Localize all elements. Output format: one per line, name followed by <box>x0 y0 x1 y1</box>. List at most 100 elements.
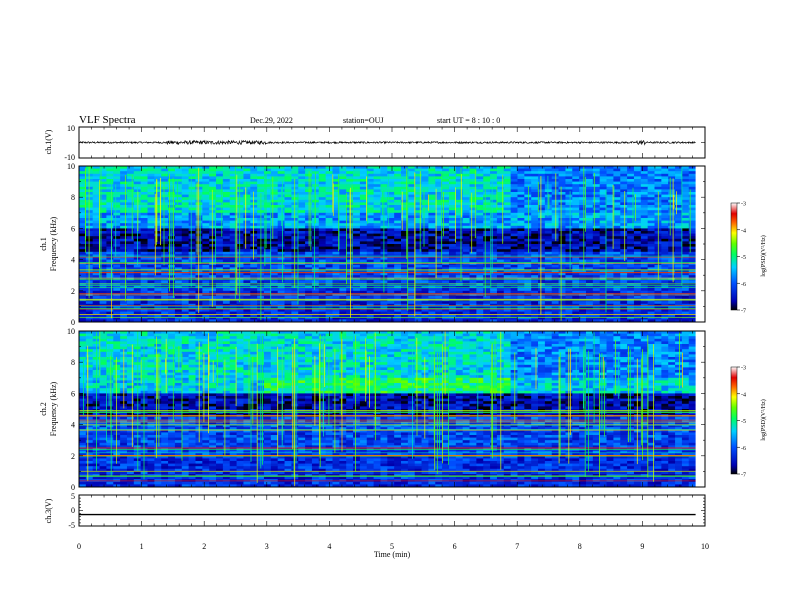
spectrogram-cell <box>380 186 388 190</box>
spectrogram-cell <box>503 275 512 279</box>
spectrogram-cell <box>380 306 388 310</box>
spectrogram-cell <box>647 223 655 227</box>
spectrogram-cell <box>462 288 470 292</box>
spectrogram-cell <box>401 270 409 273</box>
spectrogram-cell <box>647 199 655 203</box>
spectrogram-cell <box>524 220 532 224</box>
spectrogram-cell <box>353 210 361 214</box>
spectrogram-cell <box>353 296 361 299</box>
spectrogram-cell <box>448 251 457 255</box>
spectrogram-cell <box>263 270 272 273</box>
spectrogram-cell <box>387 166 395 169</box>
spectrogram-cell <box>517 218 525 221</box>
spectrogram-cell <box>133 181 142 185</box>
spectrogram-cell <box>394 228 402 232</box>
spectrogram-cell <box>633 171 642 175</box>
spectrogram-cell <box>585 168 594 172</box>
spectrogram-cell <box>332 251 340 255</box>
spectrogram-cell <box>174 166 183 169</box>
spectrogram-cell <box>106 168 114 172</box>
spectrogram-cell <box>120 184 128 188</box>
spectrogram-cell <box>668 285 676 289</box>
spectrogram-cell <box>640 296 649 299</box>
spectrogram-cell <box>455 220 464 224</box>
spectrogram-cell <box>284 283 292 286</box>
spectrogram-cell <box>332 166 340 169</box>
spectrogram-cell <box>407 210 416 214</box>
spectrogram-cell <box>339 257 347 260</box>
spectrogram-cell <box>202 288 210 292</box>
spectrogram-cell <box>558 290 566 294</box>
spectrogram-cell <box>688 231 697 234</box>
spectrogram-cell <box>332 257 340 260</box>
spectrogram-cell <box>675 225 683 229</box>
spectrogram-cell <box>222 215 231 219</box>
spectrogram-cell <box>579 296 587 299</box>
spectrogram-cell <box>524 223 532 227</box>
spectrogram-cell <box>263 285 272 289</box>
spectrogram-cell <box>503 270 512 273</box>
spectrogram-cell <box>675 306 683 310</box>
spectrogram-cell <box>147 249 155 253</box>
spectrogram-cell <box>277 301 285 305</box>
spectrogram-cell <box>627 225 635 229</box>
spectrogram-cell <box>284 218 292 221</box>
spectrogram-cell <box>209 238 217 242</box>
spectrogram-cell <box>359 168 368 172</box>
spectrogram-cell <box>147 301 155 305</box>
spectrogram-cell <box>455 233 464 237</box>
spectrogram-cell <box>263 257 272 260</box>
spectrogram-cell <box>106 181 114 185</box>
spectrogram-cell <box>106 194 114 198</box>
spectrogram-cell <box>339 171 347 175</box>
spectrogram-cell <box>243 220 251 224</box>
spectrogram-cell <box>448 220 457 224</box>
spectrogram-cell <box>435 225 443 229</box>
spectrogram-cell <box>298 220 306 224</box>
spectrogram-cell <box>147 205 155 208</box>
spectrogram-cell <box>243 244 251 247</box>
spectrogram-cell <box>250 202 258 206</box>
spectrogram-cell <box>544 189 553 193</box>
spectrogram-cell <box>120 176 128 180</box>
spectrogram-cell <box>202 225 210 229</box>
spectrogram-cell <box>277 251 285 255</box>
spectrogram-cell <box>270 192 279 195</box>
spectrogram-cell <box>681 184 690 188</box>
spectrogram-cell <box>209 186 217 190</box>
spectrogram-cell <box>496 189 505 193</box>
spectrogram-cell <box>366 233 374 237</box>
spectrogram-cell <box>181 212 190 216</box>
spectrogram-cell <box>359 275 368 279</box>
spectrogram-cell <box>229 267 237 271</box>
spectrogram-cell <box>216 225 224 229</box>
spectrogram-cell <box>462 283 470 286</box>
spectrogram-cell <box>216 168 224 172</box>
spectrogram-cell <box>442 288 450 292</box>
spectrogram-cell <box>250 246 258 250</box>
spectrogram-cell <box>421 181 429 185</box>
spectrogram-cell <box>592 176 601 180</box>
spectrogram-cell <box>490 264 498 268</box>
spectrogram-cell <box>250 233 258 237</box>
spectrogram-cell <box>579 267 587 271</box>
spectrogram-cell <box>572 181 580 185</box>
spectrogram-cell <box>202 166 210 169</box>
spectrogram-cell <box>585 233 594 237</box>
spectrogram-cell <box>401 223 409 227</box>
spectrogram-cell <box>496 168 505 172</box>
spectrogram-cell <box>538 223 546 227</box>
spectrogram-cell <box>250 215 258 219</box>
spectrogram-cell <box>620 173 628 177</box>
spectrogram-cell <box>565 173 573 177</box>
spectrogram-cell <box>524 257 532 260</box>
spectrogram-cell <box>243 223 251 227</box>
spectrogram-cell <box>161 184 169 188</box>
spectrogram-cell <box>599 231 607 234</box>
spectrogram-cell <box>126 184 135 188</box>
spectrogram-cell <box>154 166 162 169</box>
spectrogram-cell <box>79 220 87 224</box>
spectrogram-cell <box>99 280 107 284</box>
spectrogram-cell <box>188 264 196 268</box>
spectrogram-cell <box>332 173 340 177</box>
